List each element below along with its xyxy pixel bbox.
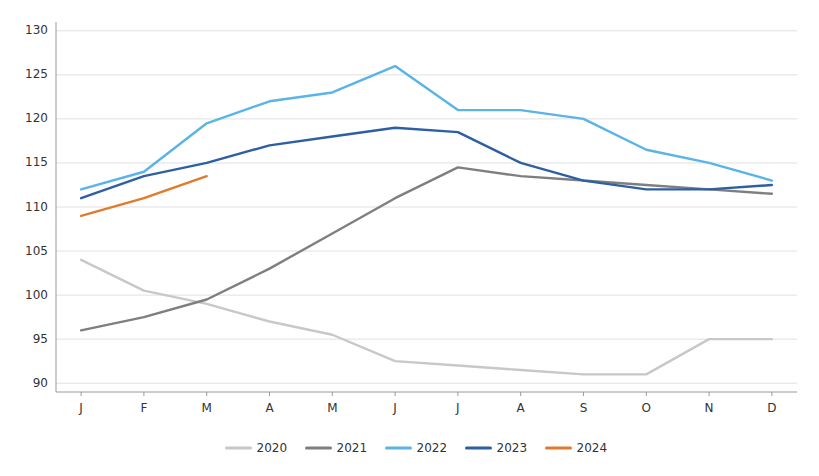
- x-tick-label: D: [767, 401, 776, 415]
- x-axis-line: [56, 392, 797, 393]
- y-tick-label: 110: [25, 200, 48, 214]
- x-tick-label: J: [455, 401, 460, 415]
- legend-swatch: [467, 447, 491, 450]
- y-tick-label: 125: [25, 67, 48, 81]
- x-tick-label: N: [705, 401, 714, 415]
- legend-swatch: [387, 447, 411, 450]
- grid-line: [56, 339, 797, 340]
- x-tick: [332, 392, 333, 396]
- grid-line: [56, 207, 797, 208]
- legend-label: 2020: [257, 441, 288, 455]
- legend: 2020 2021 2022 2023 2024: [227, 441, 608, 455]
- legend-label: 2021: [337, 441, 368, 455]
- grid-line: [56, 383, 797, 384]
- x-tick: [520, 392, 521, 396]
- y-tick-label: 130: [25, 23, 48, 37]
- lines: [81, 66, 772, 374]
- x-tick: [646, 392, 647, 396]
- series-line: [81, 167, 772, 330]
- x-tick-label: A: [517, 401, 526, 415]
- series-line: [81, 260, 772, 375]
- legend-label: 2024: [577, 441, 608, 455]
- x-tick: [771, 392, 772, 396]
- series-line: [81, 128, 772, 198]
- grid-line: [56, 30, 797, 31]
- series-line: [81, 176, 207, 216]
- x-tick: [143, 392, 144, 396]
- legend-swatch: [307, 447, 331, 450]
- chart-container: 90 95 100 105 110 115 120 125 130 J F M A M J J A S O N D 202…: [0, 0, 819, 476]
- x-tick-label: F: [140, 401, 147, 415]
- grid-line: [56, 74, 797, 75]
- x-tick: [395, 392, 396, 396]
- y-tick-label: 95: [33, 332, 48, 346]
- legend-label: 2023: [497, 441, 528, 455]
- x-tick-label: J: [392, 401, 397, 415]
- x-tick-label: S: [580, 401, 588, 415]
- series-line: [81, 66, 772, 189]
- x-tick: [206, 392, 207, 396]
- legend-swatch: [547, 447, 571, 450]
- legend-label: 2022: [417, 441, 448, 455]
- x-tick: [583, 392, 584, 396]
- y-tick-label: 120: [25, 111, 48, 125]
- x-tick: [269, 392, 270, 396]
- x-tick-label: A: [265, 401, 274, 415]
- chart-svg: 90 95 100 105 110 115 120 125 130 J F M A M J J A S O N D 202…: [0, 0, 819, 476]
- x-tick: [81, 392, 82, 396]
- x-tick-label: J: [78, 401, 83, 415]
- x-tick-label: M: [202, 401, 212, 415]
- grid-line: [56, 118, 797, 119]
- x-tick: [457, 392, 458, 396]
- y-tick-label: 90: [33, 376, 48, 390]
- y-axis-line: [56, 22, 57, 392]
- x-tick: [709, 392, 710, 396]
- grid: [56, 31, 797, 383]
- x-tick-label: M: [327, 401, 337, 415]
- y-tick-label: 115: [25, 155, 48, 169]
- grid-line: [56, 162, 797, 163]
- grid-line: [56, 251, 797, 252]
- x-tick-label: O: [642, 401, 651, 415]
- y-tick-label: 105: [25, 244, 48, 258]
- legend-swatch: [227, 447, 251, 450]
- y-tick-label: 100: [25, 288, 48, 302]
